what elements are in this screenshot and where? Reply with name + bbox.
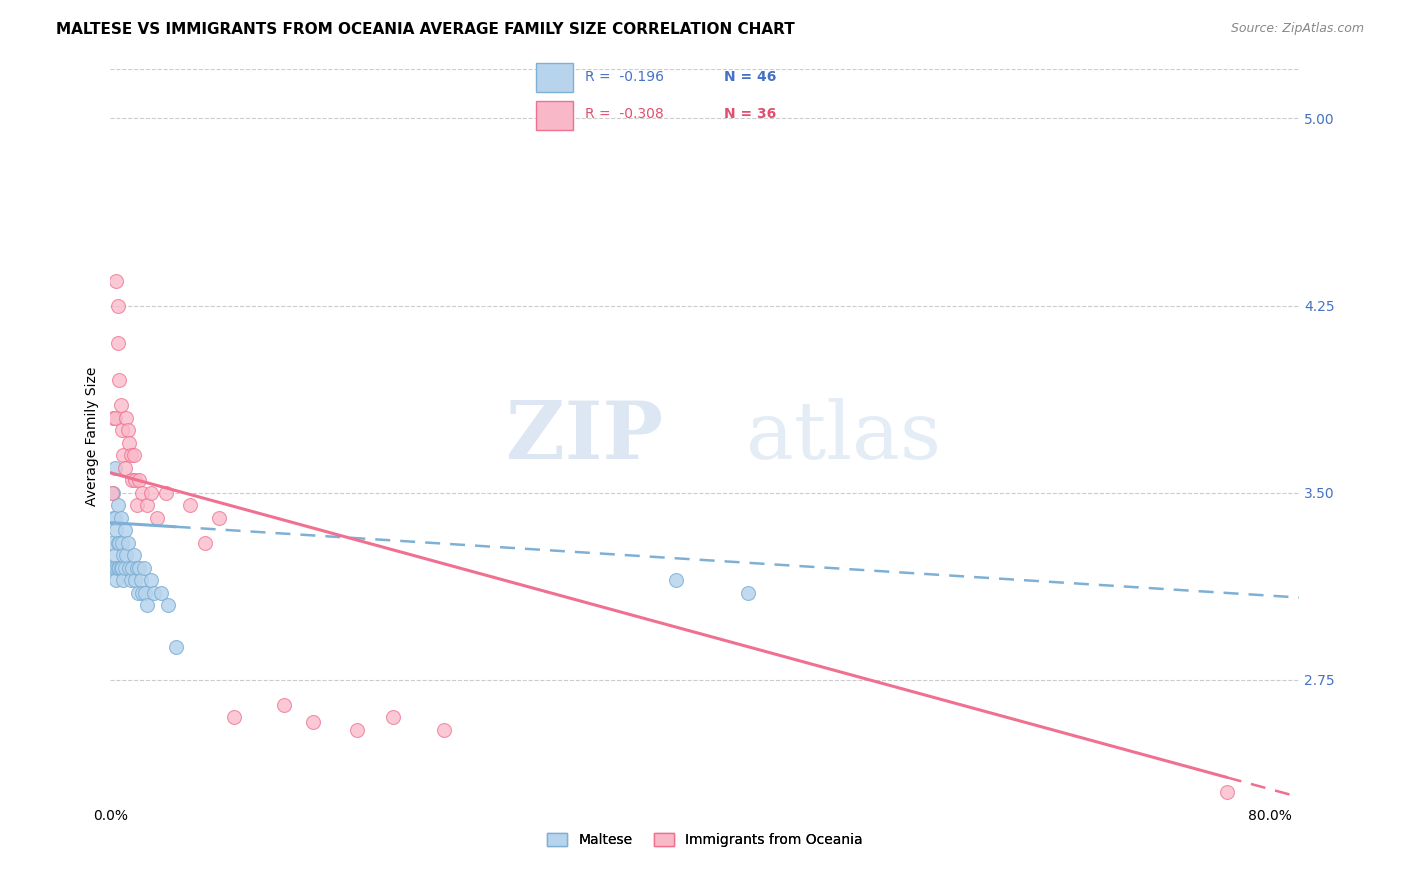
Text: atlas: atlas [747, 398, 942, 475]
Point [122, 548, 145, 562]
Point [128, 473, 150, 487]
Point [121, 560, 143, 574]
Point [110, 398, 132, 412]
Point [131, 585, 153, 599]
Point [107, 336, 129, 351]
Point [665, 573, 688, 587]
Point [112, 548, 135, 562]
Point [194, 535, 217, 549]
Text: ZIP: ZIP [506, 398, 664, 475]
Point [110, 510, 132, 524]
Point [124, 573, 146, 587]
Point [114, 460, 136, 475]
Point [273, 698, 295, 712]
Point [118, 435, 141, 450]
Point [105, 560, 128, 574]
Point [179, 498, 201, 512]
Point [122, 448, 145, 462]
Point [120, 573, 142, 587]
Point [114, 523, 136, 537]
Point [108, 560, 131, 574]
Point [111, 535, 134, 549]
Text: R =  -0.308: R = -0.308 [585, 107, 664, 121]
Point [112, 448, 135, 462]
Point [105, 573, 128, 587]
Point [105, 274, 128, 288]
Point [150, 585, 173, 599]
Point [129, 573, 152, 587]
Text: N = 36: N = 36 [724, 107, 776, 121]
Text: N = 46: N = 46 [724, 70, 776, 84]
Point [114, 560, 136, 574]
Point [302, 715, 325, 730]
Text: R =  -0.196: R = -0.196 [585, 70, 664, 84]
Point [101, 485, 124, 500]
Point [165, 640, 187, 655]
Point [103, 485, 125, 500]
Point [111, 423, 134, 437]
Legend: Maltese, Immigrants from Oceania: Maltese, Immigrants from Oceania [541, 828, 869, 853]
Point [146, 510, 169, 524]
Point [1216, 785, 1239, 799]
Point [155, 485, 177, 500]
Point [127, 585, 149, 599]
Point [103, 410, 125, 425]
Point [110, 560, 132, 574]
Bar [536, 101, 572, 130]
Point [135, 598, 157, 612]
Text: MALTESE VS IMMIGRANTS FROM OCEANIA AVERAGE FAMILY SIZE CORRELATION CHART: MALTESE VS IMMIGRANTS FROM OCEANIA AVERA… [56, 22, 794, 37]
Point [103, 560, 125, 574]
Point [107, 560, 129, 574]
Point [117, 423, 139, 437]
Point [104, 548, 127, 562]
Point [112, 573, 135, 587]
Point [103, 510, 125, 524]
Point [121, 473, 143, 487]
Point [111, 560, 134, 574]
Point [118, 560, 141, 574]
Point [433, 723, 456, 737]
Point [132, 560, 155, 574]
Point [124, 473, 146, 487]
Point [115, 548, 138, 562]
Point [104, 410, 127, 425]
Point [135, 498, 157, 512]
Point [101, 560, 124, 574]
Bar [536, 62, 572, 92]
Point [125, 560, 148, 574]
Point [131, 485, 153, 500]
Point [142, 585, 165, 599]
Point [105, 523, 128, 537]
Point [208, 510, 231, 524]
Point [346, 723, 368, 737]
Y-axis label: Average Family Size: Average Family Size [86, 367, 100, 507]
Point [117, 535, 139, 549]
Point [104, 460, 127, 475]
Text: Source: ZipAtlas.com: Source: ZipAtlas.com [1230, 22, 1364, 36]
Point [157, 598, 180, 612]
Point [139, 573, 162, 587]
Point [104, 510, 127, 524]
Point [107, 535, 129, 549]
Point [107, 299, 129, 313]
Point [107, 498, 129, 512]
Point [222, 710, 245, 724]
Point [115, 410, 138, 425]
Point [101, 535, 124, 549]
Point [120, 448, 142, 462]
Point [125, 498, 148, 512]
Point [128, 560, 150, 574]
Point [382, 710, 405, 724]
Point [1114, 810, 1136, 824]
Point [139, 485, 162, 500]
Point [134, 585, 156, 599]
Point [108, 373, 131, 387]
Point [737, 585, 759, 599]
Point [108, 535, 131, 549]
